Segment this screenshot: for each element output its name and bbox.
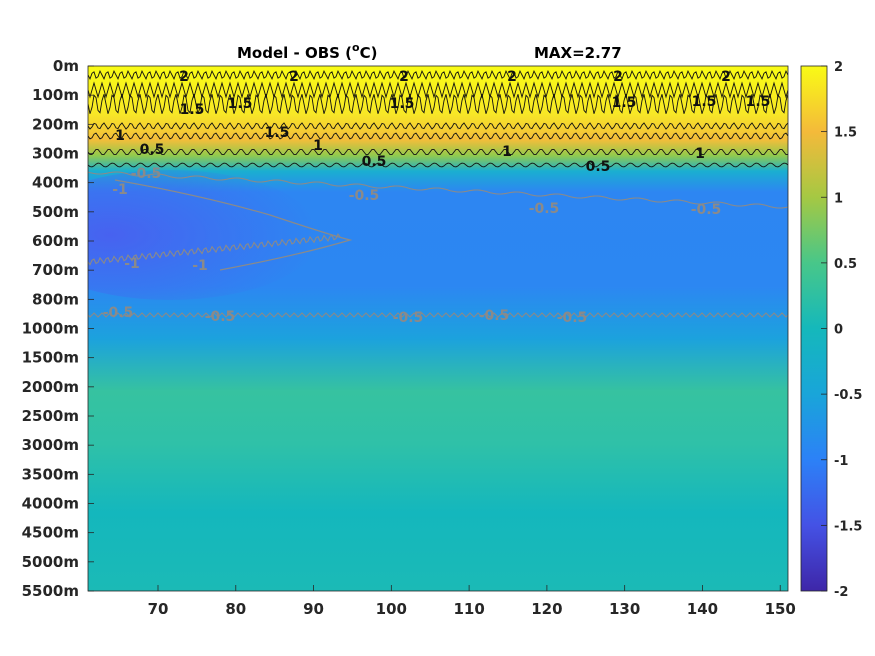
y-tick-label: 700m (32, 261, 79, 279)
y-tick-label: 300m (32, 145, 79, 163)
contour-label: -0.5 (393, 310, 424, 326)
contour-label: 1.5 (390, 96, 415, 112)
x-tick-label: 80 (225, 600, 246, 618)
colorbar-tick-label: -1.5 (834, 519, 862, 534)
positive-contour (88, 132, 788, 140)
positive-contour (88, 122, 788, 130)
x-tick-label: 90 (303, 600, 324, 618)
positive-contour (88, 162, 788, 168)
y-tick-label: 500m (32, 203, 79, 221)
colorbar (800, 65, 828, 592)
y-tick-label: 800m (32, 290, 79, 308)
contour-label: 1.5 (265, 125, 290, 141)
colorbar-tick-label: 1 (834, 191, 843, 206)
y-tick-label: 3500m (22, 465, 79, 483)
chart-title: Model - OBS (oC) (237, 41, 377, 62)
y-tick-label: 1000m (22, 320, 79, 338)
contour-label: -0.5 (557, 310, 588, 326)
contour-label: 2 (179, 69, 189, 85)
y-tick-label: 1500m (22, 349, 79, 367)
contour-label: 1.5 (746, 94, 771, 110)
y-tick-label: 600m (32, 232, 79, 250)
contour-label: -0.5 (529, 201, 560, 217)
contour-label: 1 (695, 146, 705, 162)
contour-label: -0.5 (479, 308, 510, 324)
contour-label: 1.5 (228, 96, 253, 112)
y-tick-label: 400m (32, 174, 79, 192)
contour-label: -1 (124, 256, 140, 272)
colorbar-ticks: 2 1.5 1 0.5 0 -0.5 -1 -1.5 -2 (821, 60, 862, 600)
negative-contour (114, 179, 353, 271)
contour-label: -0.5 (349, 188, 380, 204)
y-tick-label: 100m (32, 86, 79, 104)
contour-label: -0.5 (131, 166, 162, 182)
x-tick-label: 120 (531, 600, 562, 618)
contour-label: 0.5 (362, 154, 387, 170)
contour-label: 0.5 (140, 142, 165, 158)
contour-label: 1.5 (692, 94, 717, 110)
negative-contour (88, 312, 788, 318)
y-tick-label: 5000m (22, 553, 79, 571)
max-label: MAX=2.77 (534, 44, 622, 62)
y-tick-label: 4000m (22, 495, 79, 513)
x-tick-label: 110 (453, 600, 484, 618)
contour-label: 2 (289, 69, 299, 85)
colorbar-tick-label: 1.5 (834, 126, 857, 141)
colorbar-tick-label: 0 (834, 323, 843, 338)
y-axis-ticks: 0m 100m 200m 300m 400m 500m 600m 700m 800m 1000m 1… (22, 57, 94, 600)
x-tick-label: 150 (765, 600, 796, 618)
colorbar-tick-label: -1 (834, 454, 848, 469)
contour-label: 1 (115, 128, 125, 144)
y-tick-label: 2000m (22, 378, 79, 396)
x-tick-label: 100 (376, 600, 407, 618)
positive-contour (88, 69, 788, 81)
contour-label: -0.5 (103, 305, 134, 321)
contour-labels: 2 2 2 2 2 21.5 1.5 1.5 1.5 1.5 1.51.511 1 10.50.5 0.5… (103, 69, 771, 326)
contour-label: 0.5 (586, 159, 611, 175)
contour-label: 1 (502, 144, 512, 160)
title-degree-superscript: o (352, 41, 360, 54)
contour-lines (88, 69, 788, 318)
contour-label: -0.5 (205, 309, 236, 325)
colorbar-tick-label: -0.5 (834, 388, 862, 403)
colorbar-tick-label: 0.5 (834, 257, 857, 272)
positive-contour (88, 148, 788, 156)
x-tick-label: 70 (148, 600, 169, 618)
x-tick-label: 140 (687, 600, 718, 618)
negative-contour (88, 171, 788, 209)
negative-contour (88, 233, 341, 266)
contour-label: 2 (613, 69, 623, 85)
x-axis-ticks: 70 80 90 100 110 120 130 140 150 (148, 585, 796, 618)
contour-label: 2 (399, 69, 409, 85)
positive-contour (88, 81, 788, 99)
y-tick-label: 2500m (22, 407, 79, 425)
contour-label: 1 (313, 138, 323, 154)
contour-label: 1.5 (612, 95, 637, 111)
y-tick-label: 3000m (22, 436, 79, 454)
positive-contour (88, 94, 788, 114)
contour-label: 1.5 (180, 102, 205, 118)
x-tick-label: 130 (609, 600, 640, 618)
contour-label: 2 (507, 69, 517, 85)
plot-area: 2 2 2 2 2 21.5 1.5 1.5 1.5 1.5 1.51.511 1 10.50.5 0.5… (88, 66, 788, 591)
heatmap-field (88, 66, 788, 591)
colorbar-tick-label: -2 (834, 585, 848, 600)
colorbar-tick-label: 2 (834, 60, 843, 75)
cold-anomaly-region (88, 170, 320, 300)
y-tick-label: 4500m (22, 524, 79, 542)
contour-label: -0.5 (691, 202, 722, 218)
contour-label: -1 (192, 258, 208, 274)
contour-label: 2 (721, 69, 731, 85)
y-tick-label: 0m (53, 57, 79, 75)
y-tick-label: 5500m (22, 582, 79, 600)
y-tick-label: 200m (32, 115, 79, 133)
contour-label: -1 (112, 182, 128, 198)
